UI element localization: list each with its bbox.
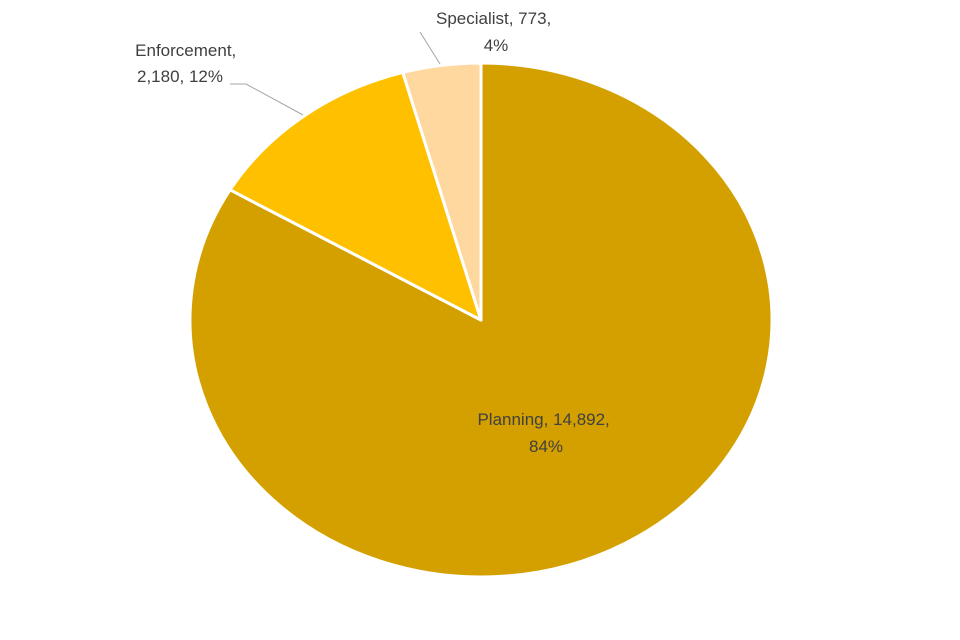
- leader-lines: [230, 31, 441, 116]
- slice-label-specialist: Specialist, 773, 4%: [436, 9, 556, 55]
- slice-label-enforcement-line1: Enforcement,: [135, 41, 236, 60]
- slice-label-planning: Planning, 14,892, 84%: [477, 410, 614, 456]
- pie-slice-enforcement: [228, 70, 483, 322]
- slice-label-specialist-line1: Specialist, 773,: [436, 9, 551, 28]
- pie-slices: [188, 61, 774, 579]
- slice-label-enforcement-line2: 2,180, 12%: [137, 67, 223, 86]
- leader-line-enforcement: [230, 83, 304, 116]
- slice-label-enforcement: Enforcement, 2,180, 12%: [135, 41, 241, 86]
- pie-slice-specialist: [401, 61, 483, 322]
- slice-label-planning-line2: 84%: [529, 437, 563, 456]
- leader-line-specialist: [419, 31, 441, 65]
- slice-label-planning-line1: Planning, 14,892,: [477, 410, 609, 429]
- slice-label-specialist-line2: 4%: [484, 36, 509, 55]
- pie-slice-planning: [188, 61, 774, 579]
